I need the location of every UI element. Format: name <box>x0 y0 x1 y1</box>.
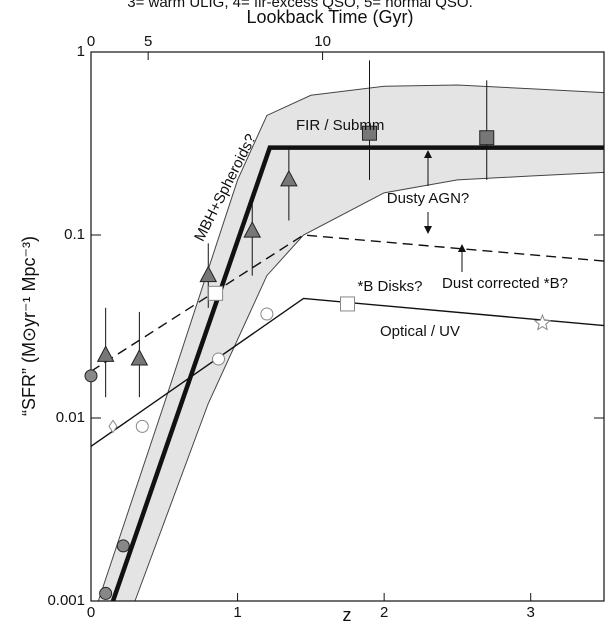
y-tick-label: 0.001 <box>47 592 85 609</box>
arrowhead <box>458 244 466 252</box>
point <box>361 125 377 141</box>
annotation: Dust corrected *B? <box>442 275 568 292</box>
line <box>90 234 605 372</box>
line <box>110 145 604 602</box>
point <box>135 419 149 433</box>
annotation: Optical / UV <box>380 323 460 340</box>
point <box>108 419 118 434</box>
point <box>280 169 298 187</box>
point <box>479 130 495 146</box>
point <box>96 345 115 362</box>
x2-tick-label: 10 <box>314 33 331 50</box>
y-tick-label: 0.01 <box>56 409 85 426</box>
point <box>212 352 226 366</box>
frame <box>90 51 605 602</box>
annotation: Dusty AGN? <box>387 190 470 207</box>
x-tick-label: 1 <box>233 604 241 621</box>
x-tick-label: 0 <box>87 604 95 621</box>
point <box>84 369 98 383</box>
point <box>533 313 552 331</box>
point <box>99 586 113 600</box>
y-axis-label: “SFR” (M⊙yr⁻¹ Mpc⁻³) <box>19 236 39 416</box>
y-tick-label: 0.1 <box>64 226 85 243</box>
top-axis-label: Lookback Time (Gyr) <box>246 7 413 27</box>
point <box>208 285 224 301</box>
y-tick-label: 1 <box>77 43 85 60</box>
x-tick-label: 3 <box>527 604 535 621</box>
x-axis-label: z <box>343 605 352 622</box>
point <box>260 307 274 321</box>
band-lower-edge <box>134 171 605 602</box>
x2-tick-label: 0 <box>87 33 95 50</box>
point <box>340 296 355 312</box>
line <box>90 297 605 447</box>
x-tick-label: 2 <box>380 604 388 621</box>
caption: 3= warm ULIG, 4= fir-excess QSO, 5= norm… <box>127 0 473 11</box>
point <box>116 539 130 553</box>
x2-tick-label: 5 <box>144 33 152 50</box>
band <box>98 85 604 602</box>
annotation: FIR / Submm <box>296 117 384 134</box>
point <box>130 348 149 366</box>
annotation: *B Disks? <box>357 278 422 295</box>
point <box>243 221 262 238</box>
band-upper-edge <box>97 84 605 602</box>
point <box>199 265 218 283</box>
